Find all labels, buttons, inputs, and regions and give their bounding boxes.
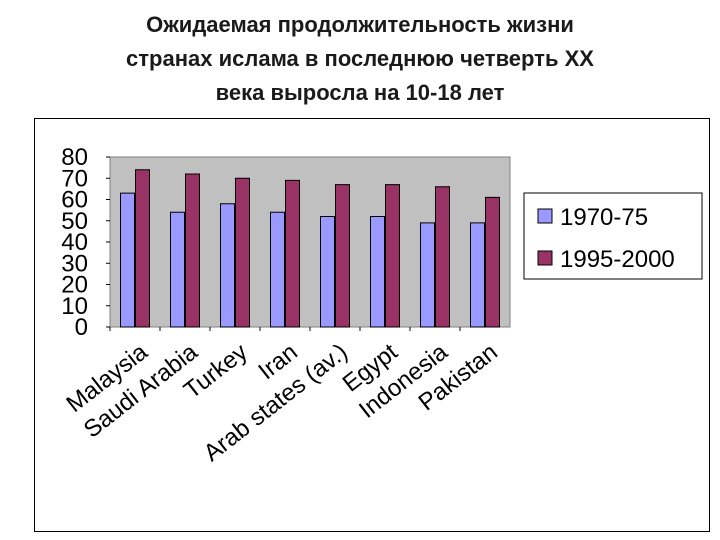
bar-turkey-1970-75	[220, 203, 235, 328]
bar-iran-1970-75	[270, 211, 285, 328]
bar-egypt-1995-2000	[385, 184, 400, 328]
y-tick-label: 50	[61, 208, 88, 235]
slide-title: Ожидаемая продолжительность жизни страна…	[0, 8, 720, 110]
y-tick-label: 40	[61, 229, 88, 256]
legend-label-1970-75: 1970-75	[560, 204, 648, 231]
bar-egypt-1970-75	[370, 216, 385, 328]
bar-indonesia-1995-2000	[435, 186, 450, 328]
legend-swatch-1970-75	[537, 208, 553, 224]
bar-saudi-arabia-1995-2000	[185, 173, 200, 328]
legend-box	[523, 192, 703, 280]
y-tick-label: 60	[61, 187, 88, 214]
bar-arab-states-av-1995-2000	[335, 184, 350, 328]
title-line-1: Ожидаемая продолжительность жизни	[146, 12, 574, 37]
bar-pakistan-1995-2000	[485, 196, 500, 328]
bar-saudi-arabia-1970-75	[170, 211, 185, 328]
bar-arab-states-av-1970-75	[320, 216, 335, 328]
y-tick-label: 20	[61, 272, 88, 299]
y-tick-label: 30	[61, 250, 88, 277]
title-line-2: странах ислама в последнюю четверть XX	[126, 46, 594, 71]
title-line-3: века выросла на 10-18 лет	[215, 80, 505, 105]
legend-swatch-1995-2000	[537, 250, 553, 266]
y-tick-label: 0	[75, 314, 88, 341]
legend: 1970-75 1995-2000	[523, 192, 703, 280]
y-tick-label: 80	[61, 144, 88, 171]
legend-label-1995-2000: 1995-2000	[560, 246, 675, 273]
bar-turkey-1995-2000	[235, 177, 250, 328]
y-tick-label: 70	[61, 165, 88, 192]
bar-malaysia-1970-75	[120, 192, 135, 328]
y-tick-label: 10	[61, 293, 88, 320]
bar-indonesia-1970-75	[420, 222, 435, 328]
bar-malaysia-1995-2000	[135, 169, 150, 328]
bar-iran-1995-2000	[285, 179, 300, 328]
bars-group	[109, 169, 500, 331]
bar-pakistan-1970-75	[470, 222, 485, 328]
